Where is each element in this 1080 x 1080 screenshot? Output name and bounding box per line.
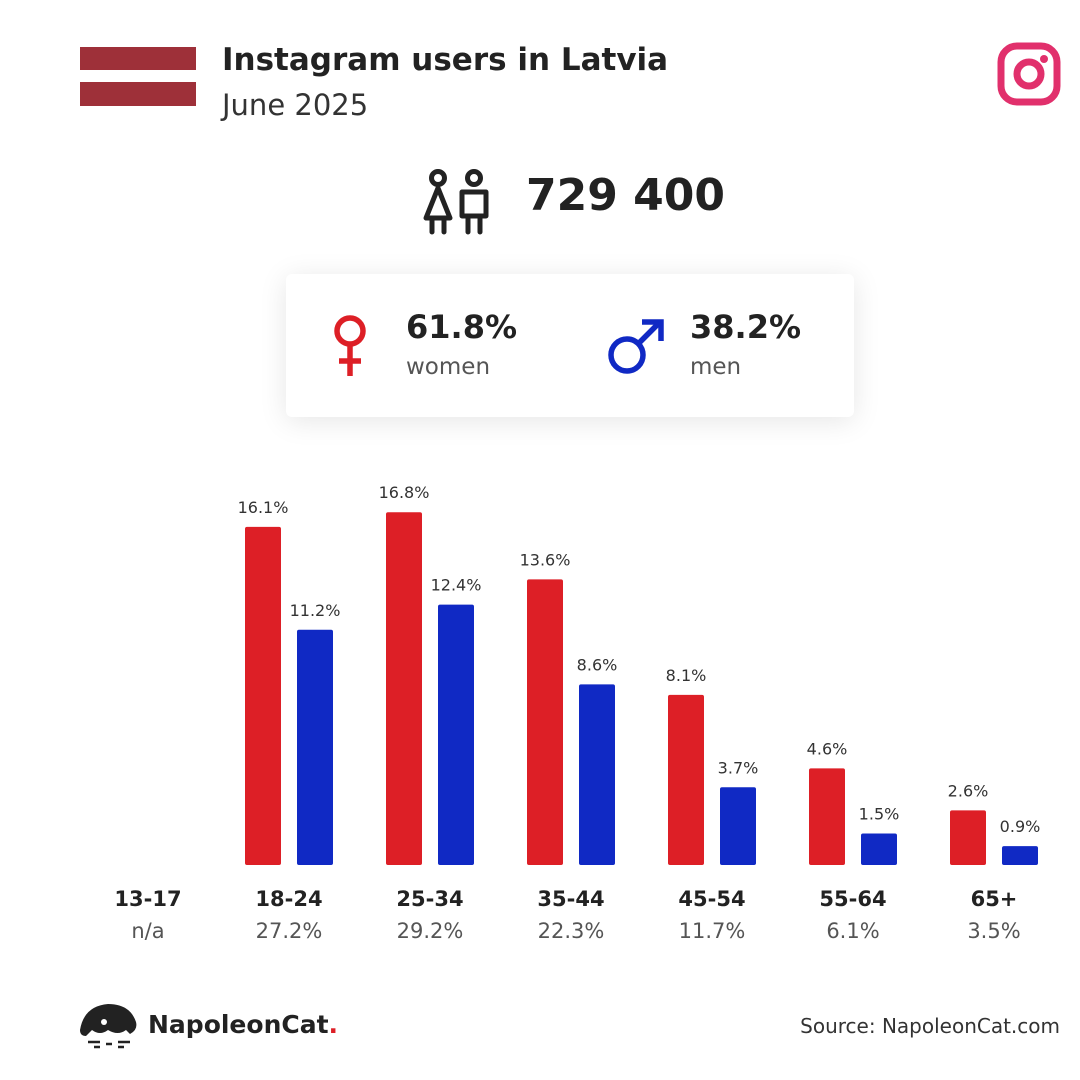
category-label-13-17: 13-17 [114, 887, 181, 911]
age-gender-bar-chart: 13-17 n/a 16.1% 11.2% 18-24 27.2% 16.8% 12.4% 25… [114, 483, 1041, 943]
data-label-men-65+: 0.9% [1000, 817, 1041, 836]
data-label-men-25-34: 12.4% [431, 576, 482, 595]
chart-title: Instagram users in Latvia [222, 42, 669, 78]
category-total-65+: 3.5% [967, 919, 1020, 943]
flag-bottom-stripe [80, 82, 196, 106]
latvia-flag-icon [80, 47, 196, 106]
data-label-women-35-44: 13.6% [520, 550, 571, 569]
mars-icon [608, 319, 664, 374]
data-label-men-35-44: 8.6% [577, 655, 618, 674]
data-label-women-55-64: 4.6% [807, 739, 848, 758]
category-total-35-44: 22.3% [538, 919, 605, 943]
bar-women-18-24 [245, 526, 281, 865]
category-label-65+: 65+ [971, 887, 1018, 911]
category-label-35-44: 35-44 [537, 887, 604, 911]
bar-men-25-34 [438, 604, 474, 865]
source-credit: Source: NapoleonCat.com [800, 1014, 1060, 1038]
men-label: men [690, 354, 742, 380]
men-percentage: 38.2% [690, 308, 802, 346]
category-total-13-17: n/a [131, 919, 164, 943]
data-label-women-18-24: 16.1% [238, 498, 289, 517]
gender-split-card: 61.8% women 38.2% men [286, 274, 854, 417]
category-label-45-54: 45-54 [678, 887, 745, 911]
category-total-55-64: 6.1% [826, 919, 879, 943]
category-label-18-24: 18-24 [255, 887, 322, 911]
category-label-25-34: 25-34 [396, 887, 463, 911]
data-label-women-45-54: 8.1% [666, 666, 707, 685]
total-users: 729 400 [526, 170, 726, 221]
bar-women-35-44 [527, 579, 563, 865]
data-label-men-45-54: 3.7% [718, 758, 759, 777]
category-total-45-54: 11.7% [679, 919, 746, 943]
data-label-men-18-24: 11.2% [290, 601, 341, 620]
bar-men-55-64 [861, 833, 897, 865]
data-label-men-55-64: 1.5% [859, 805, 900, 824]
bar-women-55-64 [809, 768, 845, 865]
bar-women-65+ [950, 810, 986, 865]
bar-women-25-34 [386, 512, 422, 865]
women-label: women [406, 354, 491, 380]
brand-dot: . [328, 1010, 339, 1039]
bar-men-45-54 [720, 787, 756, 865]
data-label-women-65+: 2.6% [948, 781, 989, 800]
chart-subtitle: June 2025 [222, 88, 369, 122]
instagram-icon [997, 42, 1061, 106]
flag-middle-stripe [80, 70, 196, 82]
data-label-women-25-34: 16.8% [379, 483, 430, 502]
category-label-55-64: 55-64 [819, 887, 886, 911]
bar-men-35-44 [579, 684, 615, 865]
brand-name: NapoleonCat. [148, 1010, 338, 1039]
women-percentage: 61.8% [406, 308, 518, 346]
category-total-18-24: 27.2% [256, 919, 323, 943]
category-total-25-34: 29.2% [397, 919, 464, 943]
bar-men-65+ [1002, 846, 1038, 865]
napoleoncat-logo-icon [80, 1004, 137, 1049]
brand-name-text: NapoleonCat [148, 1010, 329, 1039]
flag-top-stripe [80, 47, 196, 70]
users-icon [423, 169, 489, 235]
bar-women-45-54 [668, 694, 704, 865]
venus-icon [334, 315, 366, 376]
bar-men-18-24 [297, 629, 333, 865]
